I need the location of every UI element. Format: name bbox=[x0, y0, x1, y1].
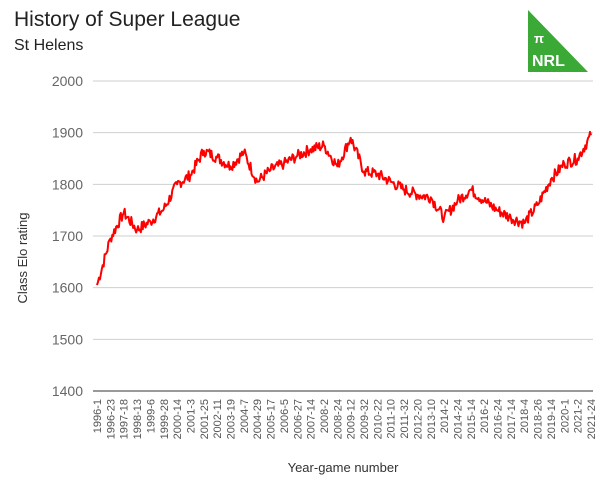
logo-nrl-text: NRL bbox=[532, 53, 565, 70]
y-axis-label: Class Elo rating bbox=[15, 212, 30, 303]
x-tick-label: 1996-23 bbox=[105, 399, 117, 439]
series-line bbox=[96, 130, 592, 286]
x-tick-label: 2008-2 bbox=[319, 399, 331, 433]
x-tick-label: 2013-10 bbox=[426, 399, 438, 439]
x-tick-label: 1999-6 bbox=[145, 399, 157, 433]
y-tick-label: 1900 bbox=[52, 125, 83, 141]
x-tick-label: 2006-27 bbox=[292, 399, 304, 439]
x-tick-label: 2010-22 bbox=[372, 399, 384, 439]
x-tick-label: 2019-14 bbox=[546, 399, 558, 439]
x-tick-label: 1996-1 bbox=[92, 399, 104, 433]
x-tick-label: 2011-32 bbox=[399, 399, 411, 439]
x-tick-label: 2017-14 bbox=[506, 399, 518, 439]
x-tick-label: 2009-32 bbox=[359, 399, 371, 439]
y-tick-label: 1400 bbox=[52, 383, 83, 399]
x-tick-label: 1997-18 bbox=[119, 399, 131, 439]
x-tick-label: 2014-24 bbox=[452, 399, 464, 439]
x-tick-label: 2021-2 bbox=[573, 399, 585, 433]
x-tick-label: 2015-14 bbox=[466, 399, 478, 439]
logo-triangle bbox=[528, 10, 588, 72]
x-tick-label: 2020-1 bbox=[559, 399, 571, 433]
x-tick-label: 2006-5 bbox=[279, 399, 291, 433]
x-tick-label: 2001-3 bbox=[185, 399, 197, 433]
x-tick-label: 2018-26 bbox=[533, 399, 545, 439]
pi-nrl-logo-icon: π NRL bbox=[528, 10, 588, 72]
chart-title: History of Super League bbox=[14, 8, 241, 31]
x-tick-label: 2005-17 bbox=[266, 399, 278, 439]
x-tick-label: 2016-24 bbox=[493, 399, 505, 439]
x-tick-label: 2003-19 bbox=[226, 399, 238, 439]
y-tick-label: 1700 bbox=[52, 228, 83, 244]
logo-pi-symbol: π bbox=[534, 31, 544, 46]
x-axis-ticks: 1996-1 1996-23 1997-18 1998-13 1999-6 1999-28… bbox=[92, 399, 598, 439]
x-tick-label: 2016-2 bbox=[479, 399, 491, 433]
x-tick-label: 2008-24 bbox=[332, 399, 344, 439]
x-tick-label: 2000-14 bbox=[172, 399, 184, 439]
y-tick-label: 1800 bbox=[52, 176, 83, 192]
x-tick-label: 2021-24 bbox=[586, 399, 598, 439]
x-tick-label: 2004-7 bbox=[239, 399, 251, 433]
y-axis-ticks: 1400 1500 1600 1700 1800 1900 2000 bbox=[52, 73, 83, 399]
x-tick-label: 2009-12 bbox=[346, 399, 358, 439]
x-tick-label: 2018-4 bbox=[519, 399, 531, 433]
x-tick-label: 2011-10 bbox=[386, 399, 398, 439]
x-tick-label: 2007-14 bbox=[306, 399, 318, 439]
x-tick-label: 2012-20 bbox=[412, 399, 424, 439]
x-tick-label: 2002-11 bbox=[212, 399, 224, 439]
grid-lines bbox=[93, 80, 593, 392]
x-tick-label: 2004-29 bbox=[252, 399, 264, 439]
x-axis-label: Year-game number bbox=[288, 460, 399, 475]
y-tick-label: 2000 bbox=[52, 73, 83, 89]
y-tick-label: 1500 bbox=[52, 331, 83, 347]
x-tick-label: 1999-28 bbox=[159, 399, 171, 439]
x-tick-label: 2014-2 bbox=[439, 399, 451, 433]
x-tick-label: 2001-25 bbox=[199, 399, 211, 439]
chart-subtitle: St Helens bbox=[14, 37, 84, 54]
x-tick-label: 1998-13 bbox=[132, 399, 144, 439]
y-tick-label: 1600 bbox=[52, 280, 83, 296]
